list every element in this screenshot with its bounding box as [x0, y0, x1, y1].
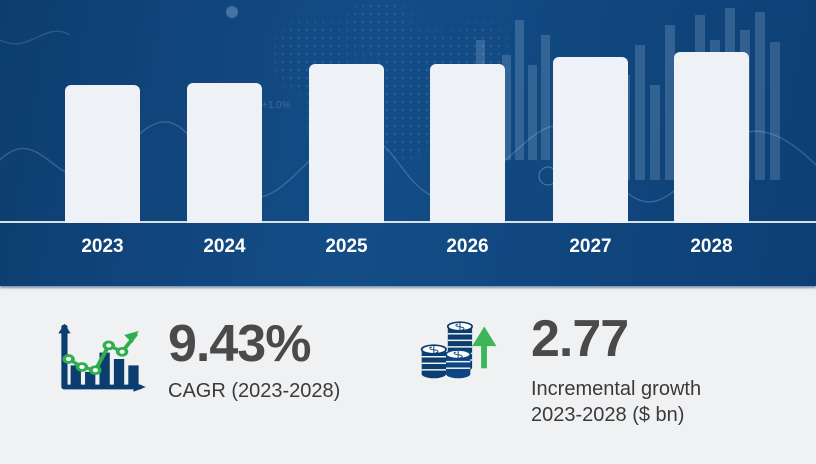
- svg-text:+1.0%: +1.0%: [262, 100, 291, 111]
